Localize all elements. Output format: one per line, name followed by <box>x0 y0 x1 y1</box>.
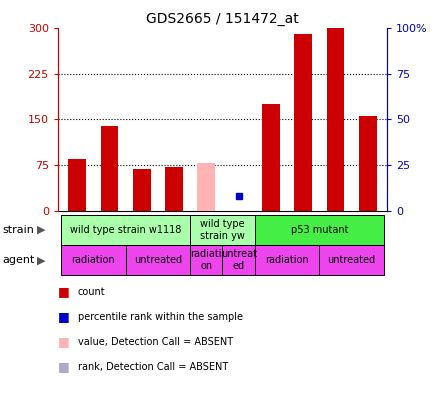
Bar <box>294 34 312 211</box>
Text: radiation: radiation <box>265 255 309 265</box>
Bar <box>327 28 344 211</box>
Text: p53 mutant: p53 mutant <box>291 225 348 235</box>
Bar <box>133 169 151 211</box>
Text: untreated: untreated <box>328 255 376 265</box>
Bar <box>190 245 222 275</box>
Bar <box>69 159 86 211</box>
Text: agent: agent <box>2 255 35 265</box>
Bar <box>262 104 280 211</box>
Text: ▶: ▶ <box>36 255 45 265</box>
Bar <box>61 245 125 275</box>
Bar <box>255 215 384 245</box>
Text: wild type strain w1118: wild type strain w1118 <box>70 225 181 235</box>
Text: untreat
ed: untreat ed <box>221 249 257 271</box>
Text: count: count <box>78 287 105 296</box>
Bar <box>198 163 215 211</box>
Text: rank, Detection Call = ABSENT: rank, Detection Call = ABSENT <box>78 362 228 372</box>
Text: radiati
on: radiati on <box>190 249 222 271</box>
Bar <box>125 245 190 275</box>
Bar <box>320 245 384 275</box>
Text: radiation: radiation <box>72 255 115 265</box>
Bar <box>359 117 376 211</box>
Text: ▶: ▶ <box>36 225 45 235</box>
Bar <box>101 126 118 211</box>
Text: ■: ■ <box>58 310 69 323</box>
Text: ■: ■ <box>58 360 69 373</box>
Text: value, Detection Call = ABSENT: value, Detection Call = ABSENT <box>78 337 233 347</box>
Bar <box>190 215 255 245</box>
Title: GDS2665 / 151472_at: GDS2665 / 151472_at <box>146 12 299 26</box>
Text: wild type
strain yw: wild type strain yw <box>200 219 245 241</box>
Text: percentile rank within the sample: percentile rank within the sample <box>78 312 243 322</box>
Text: untreated: untreated <box>134 255 182 265</box>
Bar <box>165 167 183 211</box>
Text: strain: strain <box>2 225 34 235</box>
Bar <box>255 245 320 275</box>
Bar <box>61 215 190 245</box>
Text: ■: ■ <box>58 285 69 298</box>
Bar <box>222 245 255 275</box>
Text: ■: ■ <box>58 335 69 348</box>
